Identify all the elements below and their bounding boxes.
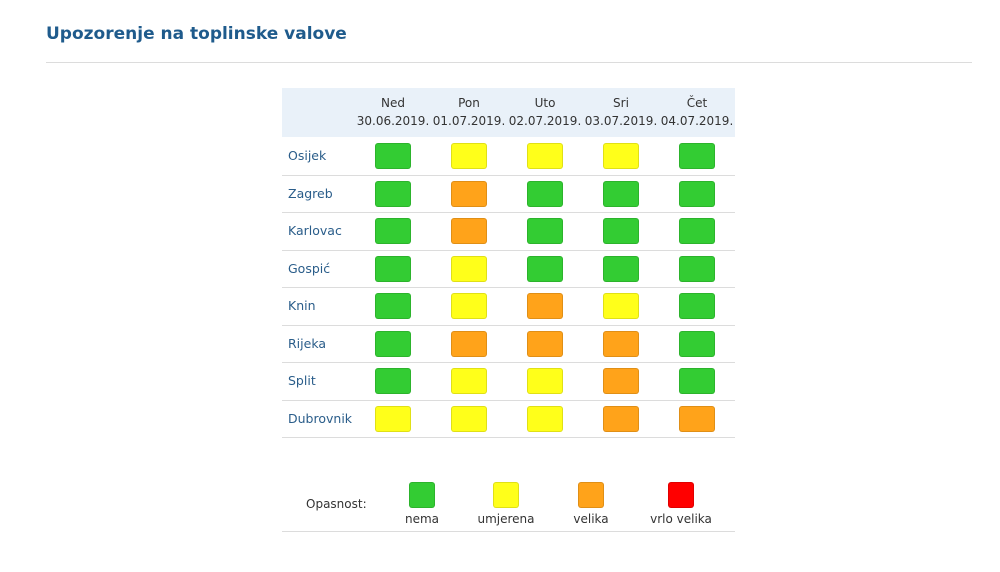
warning-cell [527, 255, 563, 282]
warning-cell [603, 180, 639, 207]
warning-cell [527, 330, 563, 357]
warning-cell [375, 218, 411, 244]
legend-label: nema [404, 512, 440, 526]
column-day: Ned [381, 96, 405, 110]
warning-cell [603, 405, 639, 432]
warning-cell [375, 255, 411, 282]
legend-divider [282, 531, 735, 532]
warning-cell [679, 143, 715, 169]
column-date: 04.07.2019. [660, 114, 734, 128]
warning-cell [451, 405, 487, 432]
column-day: Čet [686, 96, 708, 110]
warning-cell [679, 255, 715, 282]
warning-cell [603, 143, 639, 169]
city-name: Dubrovnik [288, 410, 353, 426]
row-divider [282, 399, 735, 401]
warning-cell [603, 255, 639, 282]
city-name: Split [288, 373, 316, 388]
city-name: Gospić [288, 260, 331, 276]
city-name: Osijek [288, 148, 327, 163]
warning-cell [375, 293, 411, 319]
row-divider [282, 362, 735, 363]
warning-cell [603, 293, 639, 319]
row-divider [282, 174, 735, 176]
warning-cell [679, 330, 715, 357]
warning-cell [527, 180, 563, 207]
warning-cell [375, 405, 411, 432]
warning-cell [451, 368, 487, 394]
legend-label: vrlo velika [650, 512, 712, 526]
city-name: Karlovac [288, 223, 342, 238]
column-day: Sri [613, 96, 629, 110]
legend-title: Opasnost: [306, 497, 367, 511]
column-date: 01.07.2019. [432, 114, 506, 128]
warning-cell [451, 218, 487, 244]
warning-cell [375, 143, 411, 169]
warning-cell [527, 218, 563, 244]
column-date: 03.07.2019. [584, 114, 658, 128]
page-title: Upozorenje na toplinske valove [46, 24, 347, 44]
legend-swatch [668, 482, 694, 508]
warning-cell [679, 180, 715, 207]
legend-label: velika [573, 512, 609, 526]
column-date: 30.06.2019. [356, 114, 430, 128]
legend-swatch [578, 482, 604, 508]
warning-cell [603, 218, 639, 244]
row-divider [282, 212, 735, 213]
warning-cell [451, 255, 487, 282]
warning-cell [679, 405, 715, 432]
legend-swatch [493, 482, 519, 508]
row-divider [282, 437, 735, 438]
warning-cell [603, 330, 639, 357]
column-day: Pon [458, 96, 480, 110]
legend-label: umjerena [477, 512, 535, 526]
column-day: Uto [534, 96, 556, 110]
warning-cell [527, 293, 563, 319]
warning-cell [679, 368, 715, 394]
warning-cell [451, 143, 487, 169]
warning-cell [375, 330, 411, 357]
warning-cell [451, 180, 487, 207]
warning-cell [451, 293, 487, 319]
table-header [282, 88, 735, 137]
city-name: Rijeka [288, 335, 327, 351]
city-name: Zagreb [288, 185, 333, 201]
row-divider [282, 249, 735, 251]
warning-cell [679, 293, 715, 319]
divider [46, 62, 972, 63]
row-divider [282, 287, 735, 288]
warning-cell [375, 180, 411, 207]
warning-cell [451, 330, 487, 357]
warning-cell [375, 368, 411, 394]
warning-cell [527, 143, 563, 169]
warning-cell [603, 368, 639, 394]
row-divider [282, 324, 735, 326]
warning-cell [527, 368, 563, 394]
city-name: Knin [288, 298, 316, 313]
warning-cell [527, 405, 563, 432]
column-date: 02.07.2019. [508, 114, 582, 128]
legend-swatch [409, 482, 435, 508]
warning-cell [679, 218, 715, 244]
